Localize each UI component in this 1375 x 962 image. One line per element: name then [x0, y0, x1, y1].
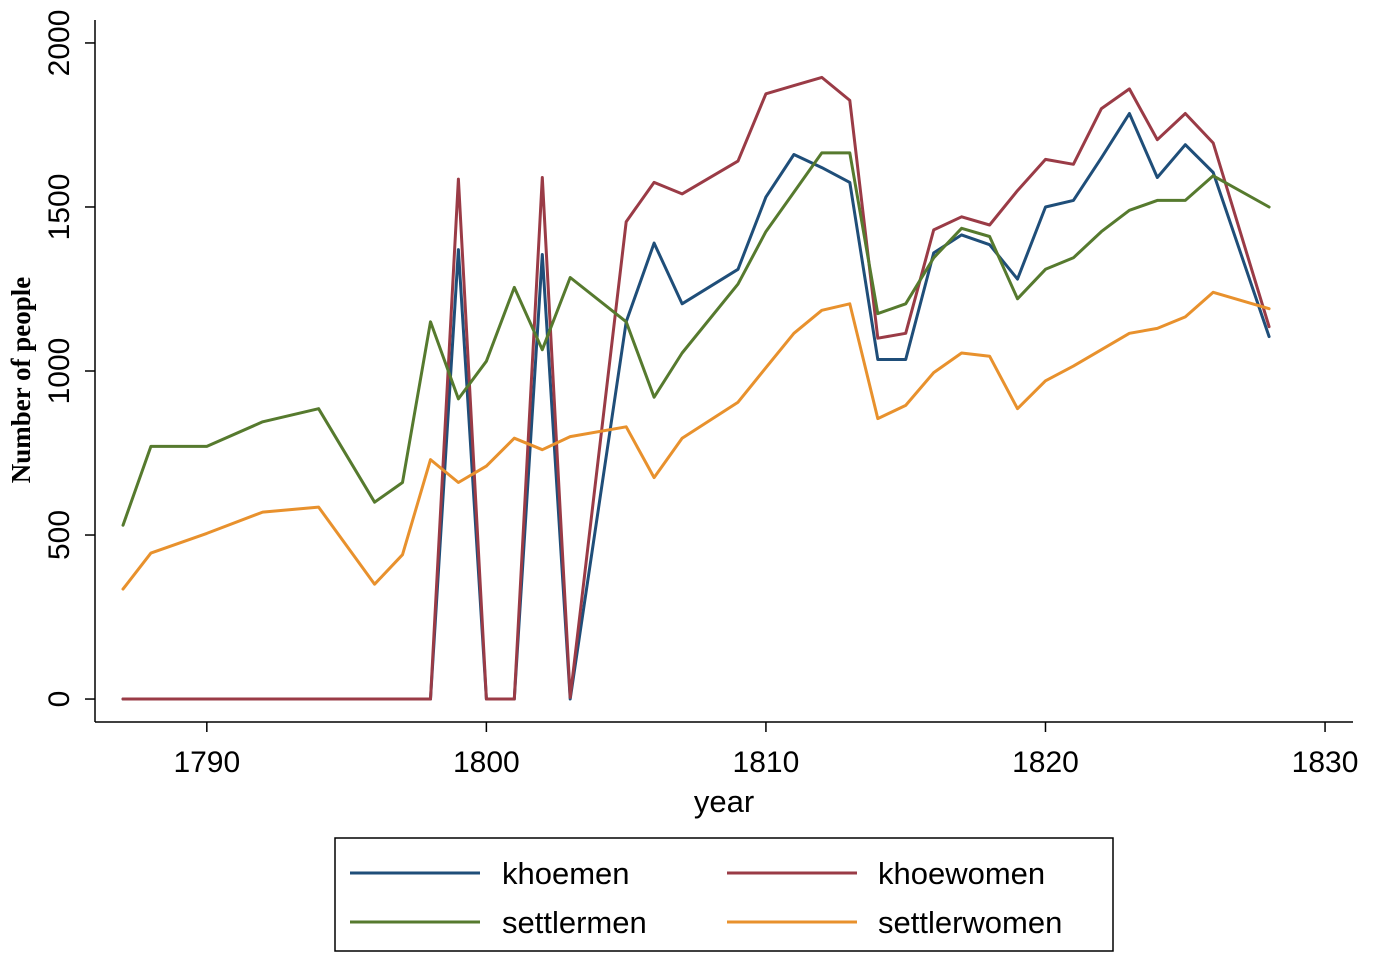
- y-tick-label: 1500: [43, 174, 76, 241]
- x-tick-label: 1800: [453, 746, 520, 779]
- x-tick-label: 1810: [733, 746, 800, 779]
- x-tick-label: 1830: [1292, 746, 1359, 779]
- series-lines: [121, 75, 1271, 701]
- series-line-settlerwomen: [121, 290, 1271, 591]
- x-tick-label: 1790: [173, 746, 240, 779]
- y-tick-label: 0: [43, 691, 76, 708]
- legend-label-khoemen: khoemen: [502, 856, 630, 891]
- legend-items: khoemen khoewomen settlermen settlerwomen: [350, 856, 1062, 940]
- x-ticks: 1790 1800 1810 1820 1830: [173, 722, 1358, 779]
- y-tick-label: 500: [43, 510, 76, 560]
- y-ticks: 0 500 1000 1500 2000: [43, 10, 95, 708]
- legend-label-settlermen: settlermen: [502, 905, 647, 940]
- x-tick-label: 1820: [1012, 746, 1079, 779]
- y-axis-title: Number of people: [6, 277, 36, 484]
- series-line-khoewomen: [121, 75, 1271, 701]
- legend: khoemen khoewomen settlermen settlerwomen: [334, 837, 1114, 952]
- x-axis-title: year: [694, 784, 754, 819]
- axes: [94, 20, 1353, 723]
- series-line-khoemen: [121, 112, 1271, 701]
- legend-label-settlerwomen: settlerwomen: [878, 905, 1062, 940]
- legend-box: [334, 837, 1114, 952]
- y-tick-label: 2000: [43, 10, 76, 77]
- legend-label-khoewomen: khoewomen: [878, 856, 1045, 891]
- y-tick-label: 1000: [43, 338, 76, 405]
- series-line-settlermen: [121, 151, 1271, 527]
